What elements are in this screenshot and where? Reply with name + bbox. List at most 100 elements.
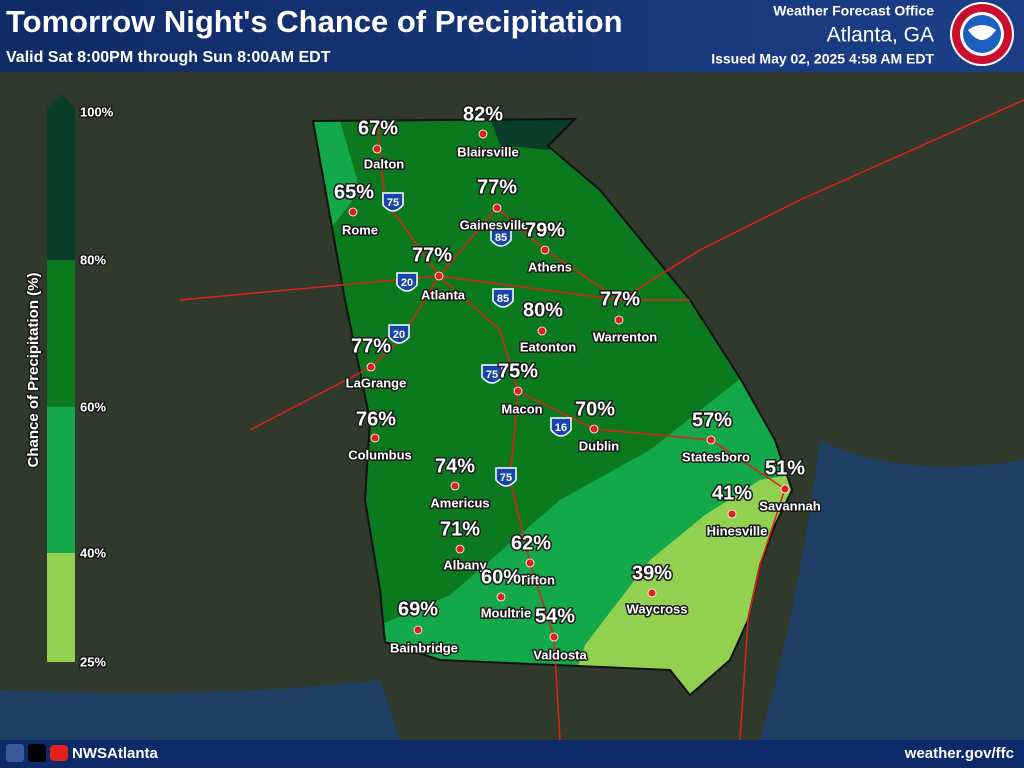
- city-name: Savannah: [759, 498, 820, 513]
- city-pct: 41%: [712, 482, 752, 504]
- city-pct: 69%: [398, 598, 438, 620]
- city-name: Waycross: [627, 601, 688, 616]
- city-dot: [455, 544, 465, 554]
- city-dot: [434, 271, 444, 281]
- city-pct: 80%: [523, 299, 563, 321]
- legend-band: [47, 108, 75, 260]
- social-handle: NWSAtlanta: [72, 745, 158, 762]
- city-dot: [450, 481, 460, 491]
- city-pct: 67%: [358, 117, 398, 139]
- subtitle: Valid Sat 8:00PM through Sun 8:00AM EDT: [6, 49, 331, 66]
- city-name: Eatonton: [520, 339, 576, 354]
- title: Tomorrow Night's Chance of Precipitation: [6, 4, 623, 39]
- city-dot: [370, 433, 380, 443]
- city-name: Statesboro: [682, 449, 750, 464]
- legend-tick: 40%: [80, 545, 106, 560]
- interstate-number: 16: [555, 422, 567, 434]
- city-name: Valdosta: [533, 647, 587, 662]
- ocean: [760, 440, 1024, 740]
- city-pct: 79%: [525, 219, 565, 241]
- city-pct: 76%: [356, 408, 396, 430]
- city-name: Americus: [430, 495, 489, 510]
- city-pct: 39%: [632, 562, 672, 584]
- city-dot: [647, 588, 657, 598]
- interstate-shield: [550, 417, 572, 437]
- footer-bar: [0, 740, 1024, 768]
- nws-logo: [950, 2, 1014, 66]
- interstate-number: 85: [497, 293, 509, 305]
- city-name: Atlanta: [421, 287, 466, 302]
- gulf: [0, 680, 400, 740]
- city-pct: 60%: [481, 566, 521, 588]
- city-dot: [413, 625, 423, 635]
- legend-tick: 60%: [80, 399, 106, 414]
- legend-title: Chance of Precipitation (%): [25, 272, 42, 467]
- city-dot: [348, 207, 358, 217]
- city-name: Dalton: [364, 156, 405, 171]
- city-dot: [366, 362, 376, 372]
- facebook-icon[interactable]: [6, 744, 24, 762]
- city-dot: [549, 632, 559, 642]
- city-name: Blairsville: [457, 144, 518, 159]
- interstate-number: 75: [387, 197, 399, 209]
- city-dot: [492, 203, 502, 213]
- city-pct: 82%: [463, 103, 503, 125]
- interstate-number: 75: [500, 472, 512, 484]
- interstate-shield: [481, 364, 503, 384]
- city-dot: [706, 435, 716, 445]
- legend-arrow: [47, 94, 75, 108]
- city-pct: 77%: [412, 244, 452, 266]
- interstate-shield: [388, 324, 410, 344]
- interstate-number: 20: [393, 329, 405, 341]
- interstate-number: 75: [486, 369, 498, 381]
- footer-url: weather.gov/ffc: [904, 745, 1014, 762]
- legend-band: [47, 260, 75, 407]
- interstate-shield: [490, 227, 512, 247]
- city-name: Warrenton: [593, 329, 658, 344]
- city-pct: 57%: [692, 409, 732, 431]
- interstate-number: 85: [495, 232, 507, 244]
- city-dot: [540, 245, 550, 255]
- zone-80-100: [490, 119, 580, 150]
- city-pct: 74%: [435, 455, 475, 477]
- interstate-shield: [495, 467, 517, 487]
- interstate-number: 20: [401, 277, 413, 289]
- city-name: Athens: [528, 259, 572, 274]
- city-name: Tifton: [519, 572, 555, 587]
- city-pct: 71%: [440, 518, 480, 540]
- issued: Issued May 02, 2025 4:58 AM EDT: [711, 51, 934, 67]
- city-dot: [496, 592, 506, 602]
- legend-tick: 80%: [80, 252, 106, 267]
- city-name: Rome: [342, 222, 378, 237]
- city-dot: [478, 129, 488, 139]
- legend-tick: 25%: [80, 654, 106, 669]
- location: Atlanta, GA: [827, 24, 934, 47]
- interstate-shield: [396, 272, 418, 292]
- youtube-icon[interactable]: [50, 745, 68, 761]
- legend-tick: 100%: [80, 104, 114, 119]
- city-name: LaGrange: [346, 375, 407, 390]
- city-pct: 54%: [535, 605, 575, 627]
- city-name: Moultrie: [481, 605, 532, 620]
- city-dot: [589, 424, 599, 434]
- city-dot: [525, 558, 535, 568]
- city-pct: 51%: [765, 457, 805, 479]
- city-name: Hinesville: [707, 523, 768, 538]
- city-name: Bainbridge: [390, 640, 458, 655]
- city-pct: 77%: [600, 288, 640, 310]
- interstate-shield: [492, 288, 514, 308]
- city-pct: 77%: [477, 176, 517, 198]
- city-dot: [537, 326, 547, 336]
- city-dot: [614, 315, 624, 325]
- city-pct: 70%: [575, 398, 615, 420]
- legend-band: [47, 553, 75, 662]
- city-dot: [372, 144, 382, 154]
- city-name: Columbus: [348, 447, 412, 462]
- city-pct: 62%: [511, 532, 551, 554]
- legend-band: [47, 407, 75, 553]
- x-icon[interactable]: [28, 744, 46, 762]
- city-name: Macon: [501, 401, 542, 416]
- city-name: Albany: [443, 557, 487, 572]
- header-bar: [0, 0, 1024, 72]
